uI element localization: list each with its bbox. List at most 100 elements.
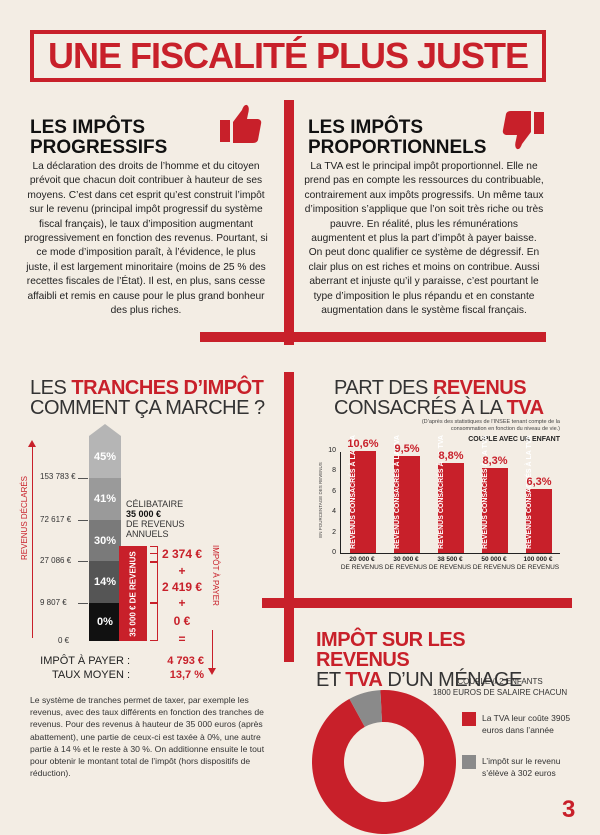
revenus-declares-label: REVENUS DÉCLARÉS xyxy=(20,475,29,560)
impot-value: 4 793 € xyxy=(167,655,204,667)
tick-line-1 xyxy=(78,478,88,479)
tva-title-l2-red: TVA xyxy=(506,397,545,419)
tva-bar-value-3: 8,3% xyxy=(482,455,508,468)
tva-title-l1-red: REVENUS xyxy=(432,377,527,399)
divider-horizontal xyxy=(200,332,546,342)
tva-bar-text-4: REVENUS CONSACRÉS À LA TVA xyxy=(526,435,533,549)
tranches-explain: Le système de tranches permet de taxer, … xyxy=(30,695,265,779)
proportional-text: La TVA est le principal impôt proportion… xyxy=(304,161,544,317)
revenue-box-label: 35 000 € DE REVENUS xyxy=(128,550,138,637)
tva-chart-subtitle: COUPLE AVEC UN ENFANT xyxy=(468,436,560,443)
pie-desc-l1: COUPLE // 2 ENFANTS xyxy=(457,677,543,686)
page-title: UNE FISCALITÉ PLUS JUSTE xyxy=(47,35,529,76)
tva-xlabel-0: 20 000 € DE REVENUS xyxy=(340,556,384,571)
revenus-axis xyxy=(26,440,40,640)
tva-bar-text-3: REVENUS CONSACRÉS À LA TVA xyxy=(482,435,489,549)
legend-swatch-tva xyxy=(462,712,476,726)
threshold-0: 0 € xyxy=(58,636,70,645)
pie-chart xyxy=(312,690,456,834)
tva-ytick-6: 6 xyxy=(332,487,336,495)
tva-title-l1-pre: PART DES xyxy=(334,377,433,399)
tva-bar-3: REVENUS CONSACRÉS À LA TVA xyxy=(482,435,508,553)
calc-0: 0 € xyxy=(173,614,191,628)
legend-label-ir: L’impôt sur le revenu s’élève à 302 euro… xyxy=(482,756,561,778)
right-arrow-head xyxy=(208,668,216,675)
tva-title-l2-pre: CONSACRÉS À LA xyxy=(334,397,507,419)
pie-desc: COUPLE // 2 ENFANTS 1800 EUROS DE SALAIR… xyxy=(430,676,570,698)
tva-bar-value-1: 9,5% xyxy=(394,443,420,456)
divider-lower-horizontal xyxy=(262,598,572,608)
threshold-153783: 153 783 € xyxy=(40,472,76,481)
tower-top xyxy=(89,424,121,436)
progressive-text: La déclaration des droits de l’homme et … xyxy=(24,161,268,317)
right-arrow-line xyxy=(212,630,213,670)
progressive-heading: LES IMPÔTS PROGRESSIFS xyxy=(30,118,167,158)
tva-bar-1: REVENUS CONSACRÉS À LA TVA xyxy=(394,435,420,553)
pie-title-l2-post: D’UN MÉNAGE xyxy=(382,669,522,691)
pie-title-l2-red: TVA xyxy=(345,669,383,691)
tranches-title-l2: COMMENT ÇA MARCHE ? xyxy=(30,397,265,419)
tva-bar-value-4: 6,3% xyxy=(526,475,552,488)
tva-chart-title: PART DES REVENUS CONSACRÉS À LA TVA xyxy=(334,378,564,418)
bracket-1 xyxy=(150,553,158,554)
celib-l4: ANNUELS xyxy=(126,529,169,539)
tva-bar-4: REVENUS CONSACRÉS À LA TVA xyxy=(526,435,552,553)
tva-xlabels: 20 000 € DE REVENUS 30 000 € DE REVENUS 38 5… xyxy=(340,556,560,576)
rate-45: 45% xyxy=(89,436,121,478)
tva-xlabel-3: 50 000 € DE REVENUS xyxy=(472,556,516,571)
pie-slice-tva xyxy=(312,690,456,834)
legend-label-tva: La TVA leur coûte 3905 euros dans l’anné… xyxy=(482,713,571,735)
tva-bar-value-0: 10,6% xyxy=(347,438,379,450)
tva-xlabel-2: 38 500 € DE REVENUS xyxy=(428,556,472,571)
progressive-heading-l2: PROGRESSIFS xyxy=(30,137,168,158)
bracket-14 xyxy=(150,562,158,603)
progressive-heading-l1: LES IMPÔTS xyxy=(30,117,146,138)
threshold-9807: 9 807 € xyxy=(40,598,67,607)
celib-l1: CÉLIBATAIRE xyxy=(126,499,184,509)
proportional-heading-l1: LES IMPÔTS xyxy=(308,117,424,138)
pie-title: IMPÔT SUR LES REVENUS ET TVA D’UN MÉNAGE xyxy=(316,630,556,690)
tranches-title-pre: LES xyxy=(30,377,72,399)
tranches-title: LES TRANCHES D’IMPÔT COMMENT ÇA MARCHE ? xyxy=(30,378,270,418)
celib-l3: DE REVENUS xyxy=(126,519,185,529)
tva-xlabel-1: 30 000 € DE REVENUS xyxy=(384,556,428,571)
pie-slice-impot-revenu xyxy=(349,690,383,727)
rate-0: 0% xyxy=(89,603,121,641)
divider-vertical xyxy=(284,100,294,345)
calc-2374: 2 374 € xyxy=(161,547,203,561)
tick-line-2 xyxy=(78,520,88,521)
calc-2419: 2 419 € xyxy=(161,580,203,594)
tva-bar-2: REVENUS CONSACRÉS À LA TVA xyxy=(438,435,464,553)
calc-plus-1: + xyxy=(178,564,186,578)
threshold-27086: 27 086 € xyxy=(40,556,72,565)
tick-line-3 xyxy=(78,561,88,562)
revenue-box: 35 000 € DE REVENUS xyxy=(119,546,147,641)
celib-l2: 35 000 € xyxy=(126,509,162,519)
page-number: 3 xyxy=(562,796,576,823)
thumbs-down-icon xyxy=(502,111,544,150)
proportional-heading-l2: PROPORTIONNELS xyxy=(308,137,487,158)
tranches-title-red: TRANCHES D’IMPÔT xyxy=(71,377,264,399)
thumbs-up-icon xyxy=(220,104,262,143)
tva-ytick-4: 4 xyxy=(332,508,336,516)
rate-41: 41% xyxy=(89,478,121,520)
tva-xlabel-4: 100 000 € DE REVENUS xyxy=(516,556,560,571)
bracket-0 xyxy=(150,603,158,641)
totals-values: 4 793 € 13,7 % xyxy=(158,654,204,682)
impot-label: IMPÔT À PAYER : xyxy=(40,655,130,667)
pie-title-l1: IMPÔT SUR LES REVENUS xyxy=(316,629,466,671)
tva-bar-text-0: REVENUS CONSACRÉS À LA TVA xyxy=(350,435,357,549)
calc-equals: = xyxy=(178,632,186,646)
tva-bar-plot: REVENUS CONSACRÉS À LA TVA 10,6% REVENUS C… xyxy=(340,435,560,554)
celibataire-label: CÉLIBATAIRE 35 000 € DE REVENUS ANNUELS xyxy=(126,499,185,539)
bracket-30 xyxy=(150,546,158,562)
pie-title-l2-pre: ET xyxy=(316,669,346,691)
rate-30: 30% xyxy=(89,520,121,561)
tva-ytick-0: 0 xyxy=(332,549,336,556)
tick-line-4 xyxy=(78,603,88,604)
threshold-72617: 72 617 € xyxy=(40,515,72,524)
title-box: UNE FISCALITÉ PLUS JUSTE xyxy=(30,30,546,82)
impot-a-payer-side-label: IMPÔT À PAYER xyxy=(211,545,220,606)
tva-ytick-8: 8 xyxy=(332,467,336,475)
calc-plus-2: + xyxy=(178,596,186,610)
